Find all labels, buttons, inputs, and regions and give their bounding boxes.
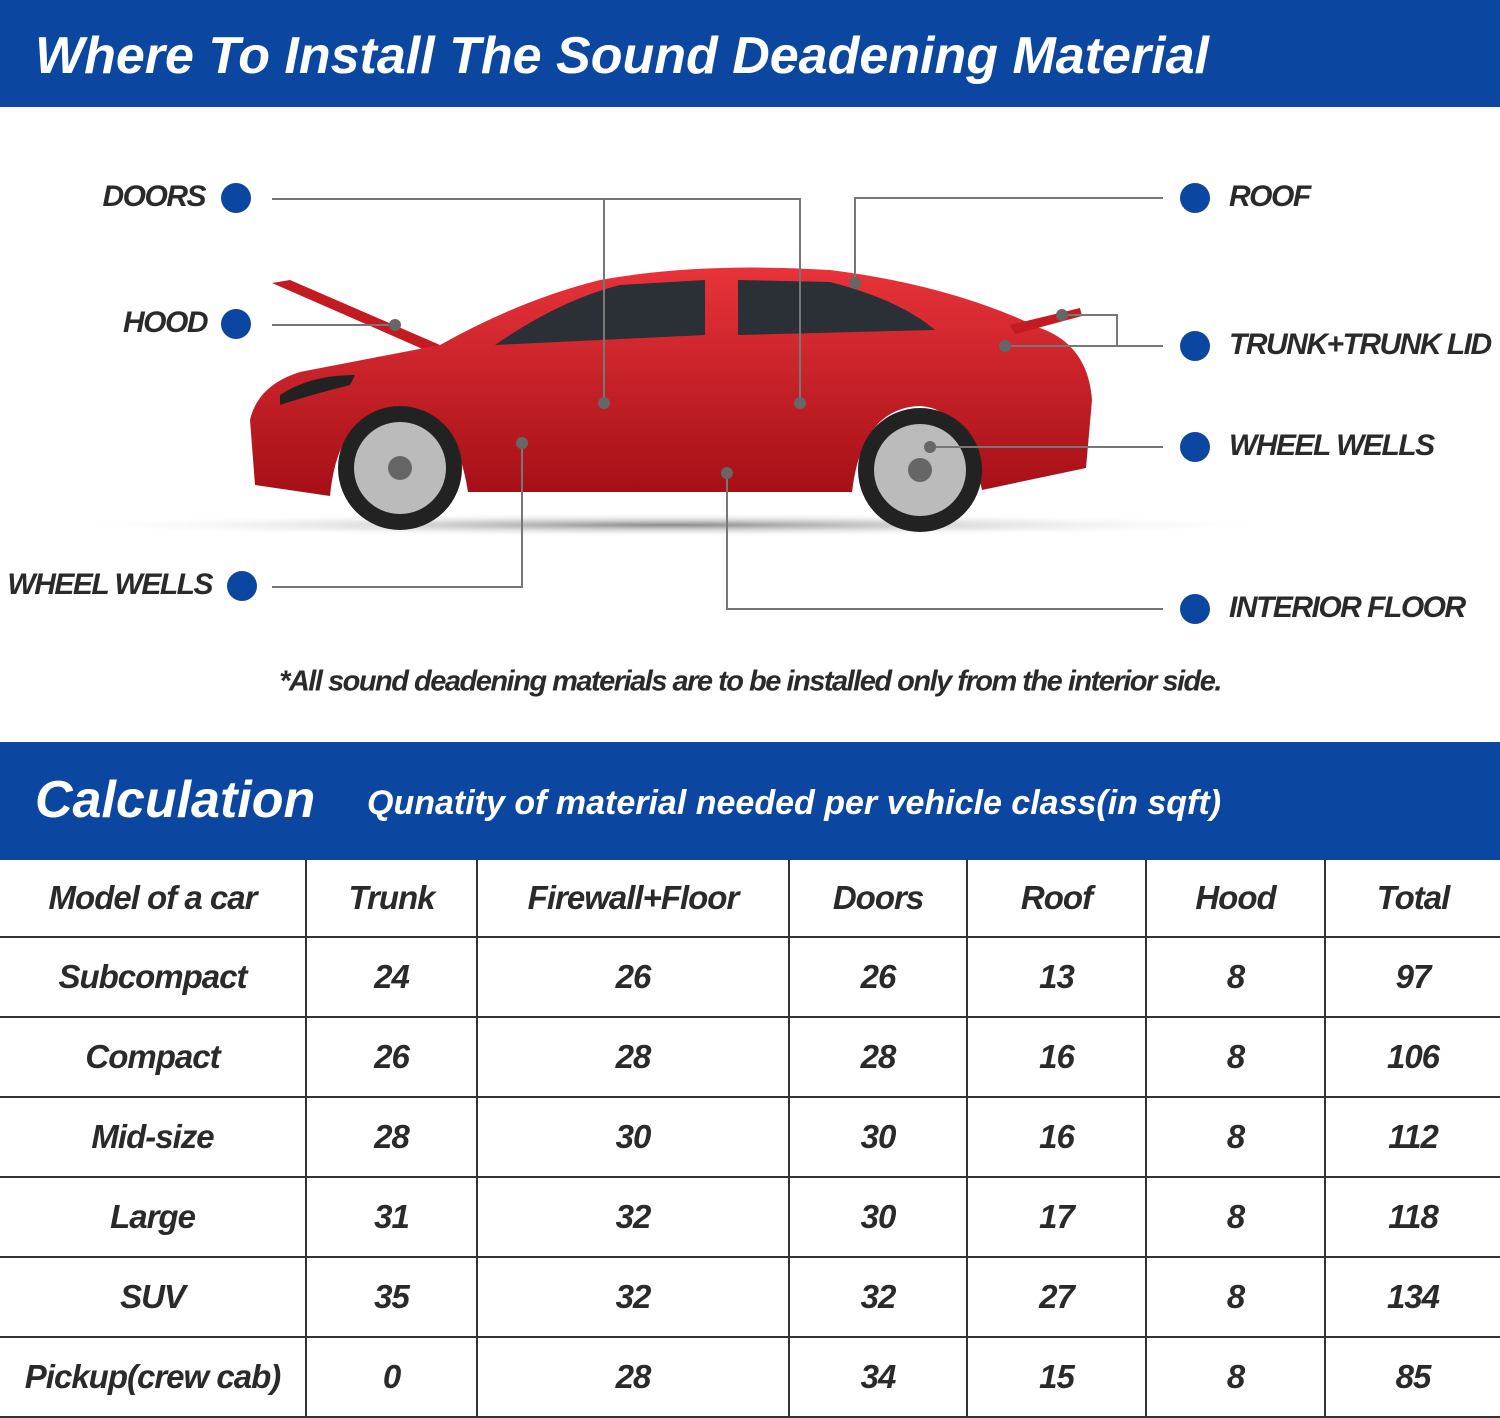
column-header: Hood <box>1145 860 1326 938</box>
label: TRUNK+TRUNK LID <box>1229 328 1491 361</box>
cell: 16 <box>966 1097 1147 1178</box>
table-row: Large 31 32 30 17 8 118 <box>0 1177 1500 1258</box>
header-row: Model of a car Trunk Firewall+Floor Doors Ro… <box>0 860 1500 938</box>
table-row: Pickup(crew cab) 0 28 34 15 8 85 <box>0 1337 1500 1418</box>
table-row: SUV 35 32 32 27 8 134 <box>0 1257 1500 1338</box>
cell: 8 <box>1145 1177 1326 1258</box>
cell: 28 <box>476 1017 790 1098</box>
label: INTERIOR FLOOR <box>1229 591 1466 624</box>
row-header: Large <box>0 1177 307 1258</box>
label: HOOD <box>123 306 208 339</box>
cell: 31 <box>305 1177 478 1258</box>
cell: 0 <box>305 1337 478 1418</box>
cell: 27 <box>966 1257 1147 1338</box>
cell: 8 <box>1145 1017 1326 1098</box>
cell: 106 <box>1324 1017 1500 1098</box>
table-row: Compact 26 28 28 16 8 106 <box>0 1017 1500 1098</box>
label: WHEEL WELLS <box>1229 429 1435 462</box>
cell: 8 <box>1145 1257 1326 1338</box>
note: *All sound deadening materials are to be… <box>279 666 1221 698</box>
calculation-subtitle: Qunatity of material needed per vehicle … <box>367 784 1222 822</box>
cell: 26 <box>476 937 790 1018</box>
cell: 35 <box>305 1257 478 1338</box>
cell: 97 <box>1324 937 1500 1018</box>
cell: 8 <box>1145 1337 1326 1418</box>
hood-lid <box>272 280 440 350</box>
cell: 28 <box>788 1017 968 1098</box>
quantity-table: Model of a car Trunk Firewall+Floor Doors Ro… <box>0 860 1500 1418</box>
cell: 15 <box>966 1337 1147 1418</box>
row-header: SUV <box>0 1257 307 1338</box>
cell: 26 <box>305 1017 478 1098</box>
shadow <box>50 513 1290 537</box>
table-row: Mid-size 28 30 30 16 8 112 <box>0 1097 1500 1178</box>
row-header: Subcompact <box>0 937 307 1018</box>
cell: 30 <box>788 1177 968 1258</box>
column-header: Total <box>1324 860 1500 938</box>
cell: 32 <box>788 1257 968 1338</box>
calculation-banner: Calculation Qunatity of material needed … <box>0 742 1500 860</box>
label: ROOF <box>1229 180 1312 213</box>
cell: 8 <box>1145 1097 1326 1178</box>
cell: 16 <box>966 1017 1147 1098</box>
column-header: Firewall+Floor <box>476 860 790 938</box>
cell: 28 <box>476 1337 790 1418</box>
car-diagram: DOORS HOOD WHEEL WELLS ROOF TRUNK+TRUNK … <box>7 180 1493 698</box>
title-banner: Where To Install The Sound Deadening Mat… <box>0 0 1500 107</box>
row-header: Compact <box>0 1017 307 1098</box>
title: Where To Install The Sound Deadening Mat… <box>35 27 1209 85</box>
cell: 34 <box>788 1337 968 1418</box>
cell: 24 <box>305 937 478 1018</box>
cell: 26 <box>788 937 968 1018</box>
leader-lines <box>272 197 1163 610</box>
row-header: Pickup(crew cab) <box>0 1337 307 1418</box>
label: DOORS <box>102 180 206 213</box>
cell: 32 <box>476 1257 790 1338</box>
headlight <box>280 375 355 405</box>
cell: 118 <box>1324 1177 1500 1258</box>
column-header: Model of a car <box>0 860 307 938</box>
cell: 13 <box>966 937 1147 1018</box>
leader-dots <box>389 277 1068 479</box>
cell: 8 <box>1145 937 1326 1018</box>
cell: 28 <box>305 1097 478 1178</box>
cell: 30 <box>788 1097 968 1178</box>
column-header: Roof <box>966 860 1147 938</box>
table-row: Subcompact 24 26 26 13 8 97 <box>0 937 1500 1018</box>
column-header: Doors <box>788 860 968 938</box>
cell: 112 <box>1324 1097 1500 1178</box>
column-header: Trunk <box>305 860 478 938</box>
label-dots <box>221 183 1210 624</box>
cell: 32 <box>476 1177 790 1258</box>
calculation-title: Calculation <box>35 771 316 829</box>
cell: 85 <box>1324 1337 1500 1418</box>
cell: 17 <box>966 1177 1147 1258</box>
cell: 134 <box>1324 1257 1500 1338</box>
cell: 30 <box>476 1097 790 1178</box>
row-header: Mid-size <box>0 1097 307 1178</box>
label: WHEEL WELLS <box>7 568 213 601</box>
wheels <box>338 406 982 532</box>
